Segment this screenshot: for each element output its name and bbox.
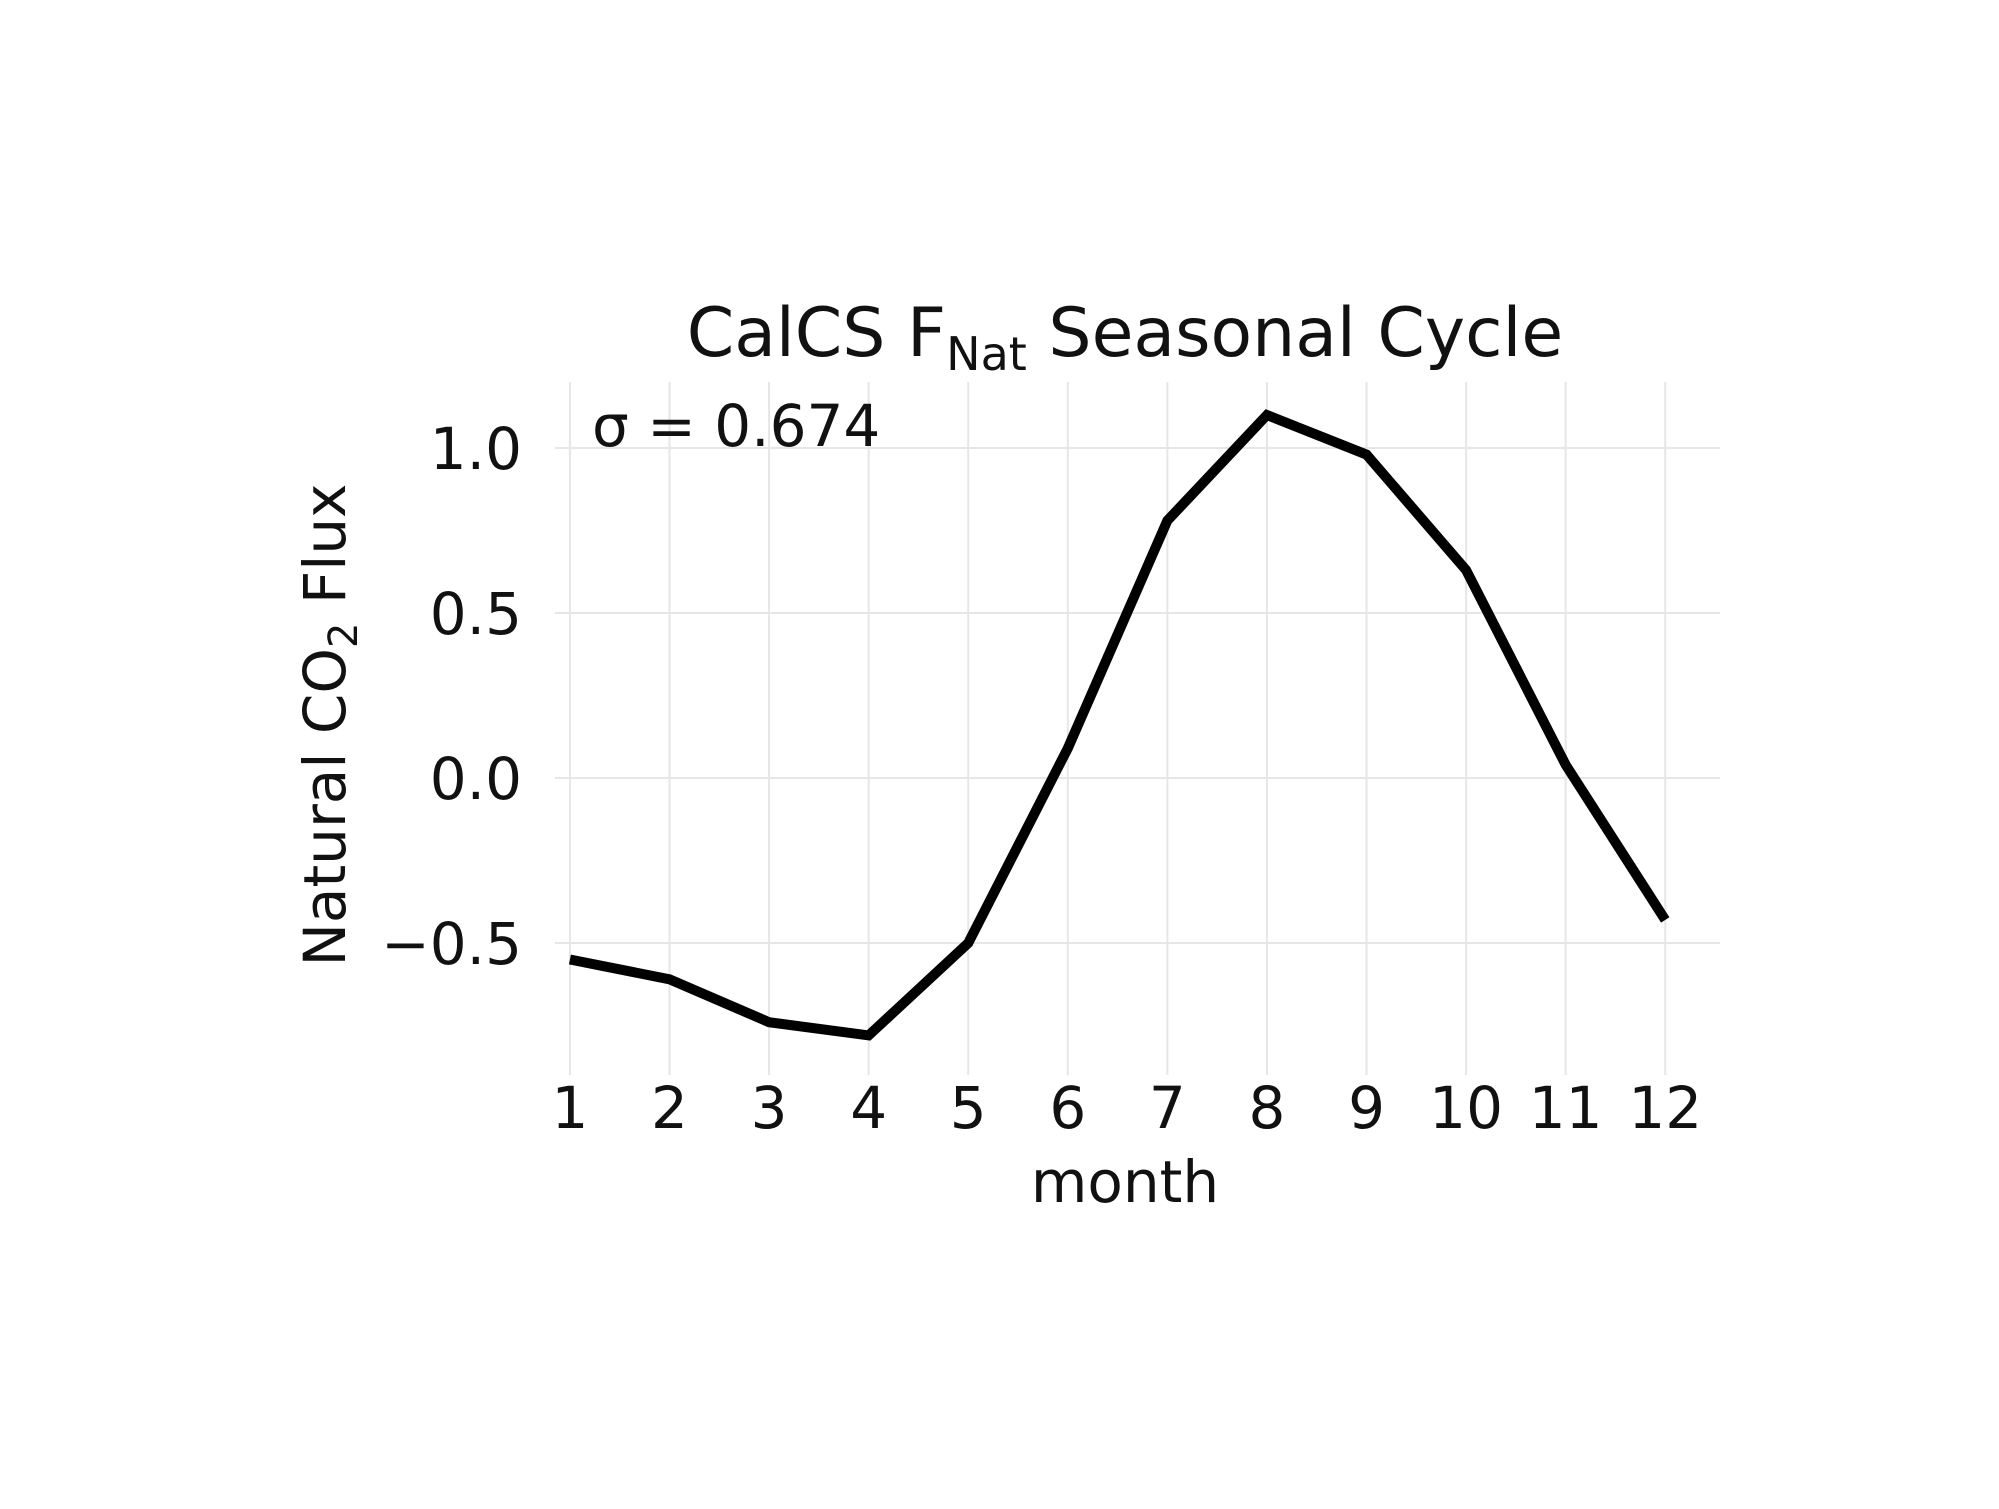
y-axis-label-subscript: 2: [321, 623, 367, 648]
series-layer: [568, 409, 1670, 1041]
chart-title-main: CalCS F: [687, 294, 946, 373]
x-tick-label: 10: [1429, 1074, 1503, 1142]
y-axis-label-suffix: Flux: [291, 484, 359, 623]
x-tick-label: 12: [1628, 1074, 1702, 1142]
chart-title-suffix: Seasonal Cycle: [1027, 294, 1563, 373]
grid: [555, 382, 1720, 1075]
sigma-annotation: σ = 0.674: [592, 392, 880, 460]
y-tick-label: 1.0: [430, 415, 522, 483]
x-tick-label: 2: [651, 1074, 688, 1142]
chart-title: CalCS FNat Seasonal Cycle: [687, 294, 1564, 381]
y-tick-label: 0.5: [430, 580, 522, 648]
chart-title-subscript: Nat: [946, 327, 1027, 381]
y-axis-label-main: Natural CO: [291, 648, 359, 967]
y-tick-labels: −0.5 0.0 0.5 1.0: [381, 415, 522, 978]
x-tick-labels: 1 2 3 4 5 6 7 8 9 10 11 12: [551, 1074, 1702, 1142]
x-tick-label: 6: [1049, 1074, 1086, 1142]
x-tick-label: 4: [850, 1074, 887, 1142]
x-tick-label: 7: [1149, 1074, 1186, 1142]
x-tick-label: 5: [950, 1074, 987, 1142]
x-tick-label: 3: [751, 1074, 788, 1142]
x-axis-label: month: [1031, 1148, 1219, 1216]
x-tick-label: 8: [1248, 1074, 1285, 1142]
y-tick-label: 0.0: [430, 745, 522, 813]
x-tick-label: 1: [551, 1074, 588, 1142]
y-axis-label: Natural CO2 Flux: [291, 484, 367, 967]
series-line: [568, 409, 1670, 1041]
x-tick-label: 11: [1529, 1074, 1603, 1142]
y-tick-label: −0.5: [381, 910, 522, 978]
x-tick-label: 9: [1348, 1074, 1385, 1142]
